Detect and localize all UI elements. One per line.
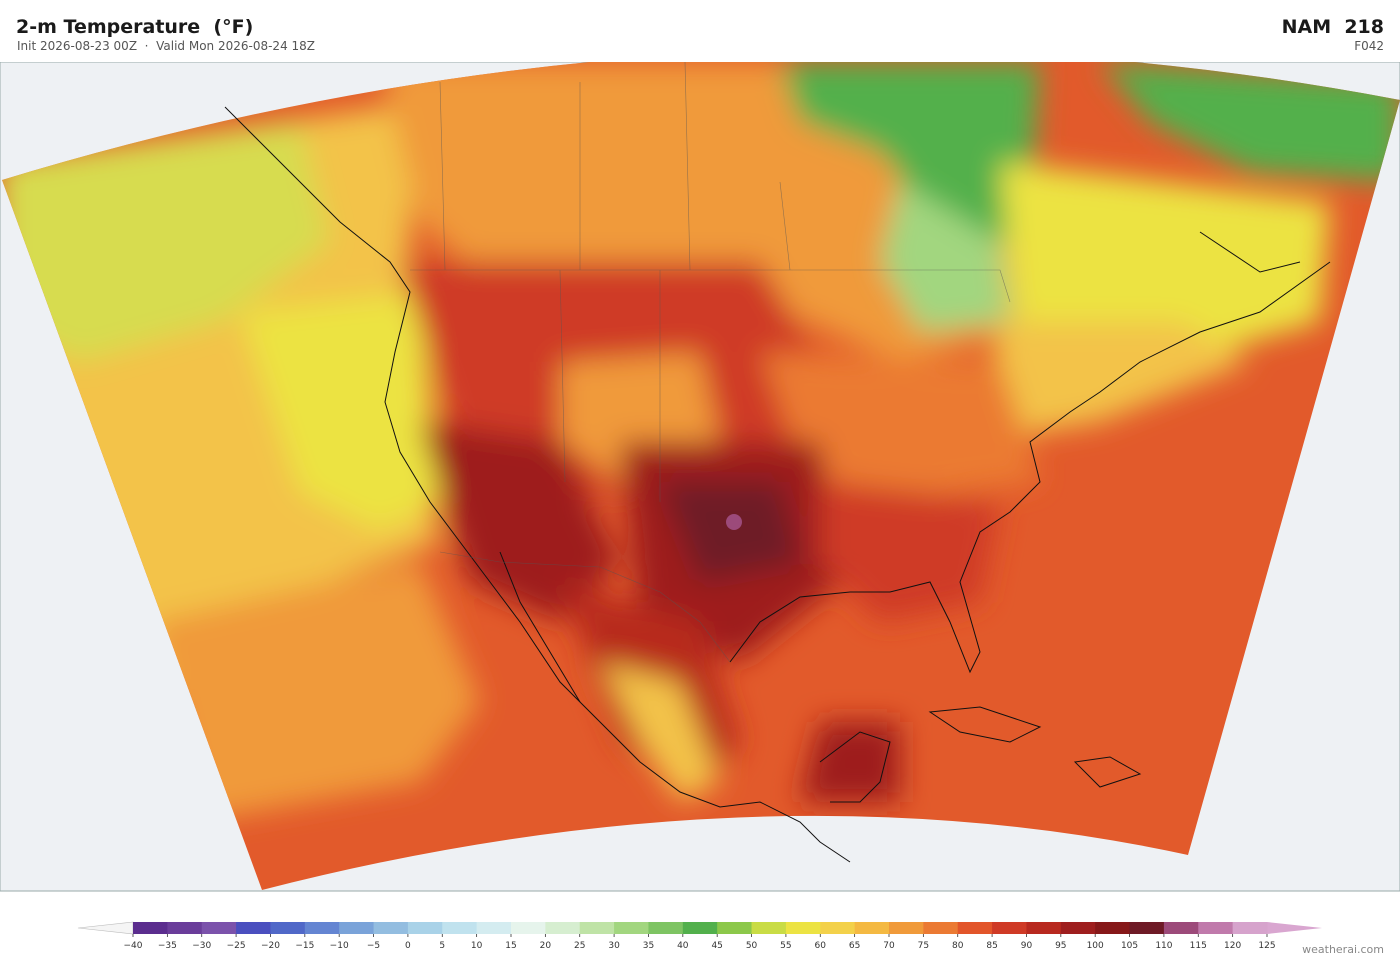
colorbar-bin: [133, 922, 168, 934]
watermark: weatherai.com: [1302, 943, 1384, 956]
colorbar-bin: [1095, 922, 1131, 934]
coastlines: [224, 106, 1331, 863]
tick-label: 75: [918, 941, 929, 951]
tick-label: 30: [608, 941, 620, 951]
colorbar-bin: [407, 922, 443, 934]
colorbar-bin: [270, 922, 306, 934]
map: [0, 62, 1400, 892]
colorbar-bin: [889, 922, 924, 934]
tick-label: 115: [1190, 941, 1207, 951]
colorbar-bin: [442, 922, 478, 934]
colorbar-bin: [820, 922, 856, 934]
temperature-field: [2, 62, 1400, 890]
colorbar-bin: [751, 922, 787, 934]
colorbar-bin: [201, 922, 237, 934]
tick-label: −35: [158, 941, 177, 951]
tick-label: 70: [883, 941, 895, 951]
colorbar-bin: [1163, 922, 1199, 934]
tick-label: −5: [367, 941, 380, 951]
tick-label: 0: [405, 941, 411, 951]
tick-label: 50: [746, 941, 758, 951]
colorbar-bin: [1026, 922, 1062, 934]
colorbar-bin: [236, 922, 271, 934]
tick-label: 60: [815, 941, 827, 951]
colorbar-bin: [785, 922, 821, 934]
colorbar-bin: [923, 922, 959, 934]
colorbar-bin: [339, 922, 375, 934]
tick-label: −15: [295, 941, 314, 951]
tick-label: −40: [124, 941, 143, 951]
tick-label: 35: [643, 941, 654, 951]
tick-label: 100: [1087, 941, 1104, 951]
tick-label: 25: [574, 941, 585, 951]
tick-label: −10: [330, 941, 349, 951]
tick-label: 90: [1021, 941, 1033, 951]
tick-label: 125: [1258, 941, 1275, 951]
colorbar-bin: [1060, 922, 1096, 934]
colorbar-bin: [1232, 922, 1268, 934]
colorbar-bin: [304, 922, 340, 934]
tick-label: 10: [471, 941, 483, 951]
tick-label: 95: [1055, 941, 1066, 951]
tick-label: 80: [952, 941, 964, 951]
colorbar-bin: [476, 922, 512, 934]
model-name: NAM 218: [1281, 16, 1384, 38]
colorbar-bin: [511, 922, 546, 934]
tick-label: 85: [986, 941, 997, 951]
borders: [410, 62, 1011, 663]
tick-label: 20: [540, 941, 552, 951]
tick-label: −20: [261, 941, 280, 951]
colorbar-bin: [545, 922, 581, 934]
hot-spot: [726, 514, 742, 530]
colorbar-bin: [167, 922, 203, 934]
colorbar-over: [1267, 922, 1322, 934]
tick-label: 40: [677, 941, 689, 951]
colorbar-bin: [854, 922, 890, 934]
tick-label: 105: [1121, 941, 1138, 951]
tick-label: 120: [1224, 941, 1241, 951]
tick-label: 110: [1155, 941, 1172, 951]
tick-label: 15: [505, 941, 516, 951]
colorbar-bin: [1129, 922, 1165, 934]
tick-label: 65: [849, 941, 860, 951]
colorbar-under: [77, 921, 134, 935]
colorbar-bin: [682, 922, 718, 934]
tick-label: 55: [780, 941, 791, 951]
colorbar-bin: [648, 922, 684, 934]
colorbar-bin: [992, 922, 1027, 934]
tick-label: −30: [192, 941, 211, 951]
tick-label: 5: [439, 941, 445, 951]
forecast-hour: F042: [1354, 39, 1384, 53]
colorbar-bin: [717, 922, 753, 934]
colorbar-bin: [373, 922, 409, 934]
colorbar-bin: [957, 922, 993, 934]
colorbar-bin: [1198, 922, 1234, 934]
colorbar: −40 −35 −30 −25 −20 −15 −10 −5 0 5 10 15 20 25 30 35 40 4…: [77, 921, 1322, 951]
tick-label: 45: [711, 941, 722, 951]
title: 2-m Temperature (°F): [16, 16, 254, 38]
colorbar-bin: [579, 922, 615, 934]
tick-label: −25: [227, 941, 246, 951]
subtitle: Init 2026-08-23 00Z · Valid Mon 2026-08-…: [17, 39, 316, 53]
colorbar-bin: [614, 922, 649, 934]
